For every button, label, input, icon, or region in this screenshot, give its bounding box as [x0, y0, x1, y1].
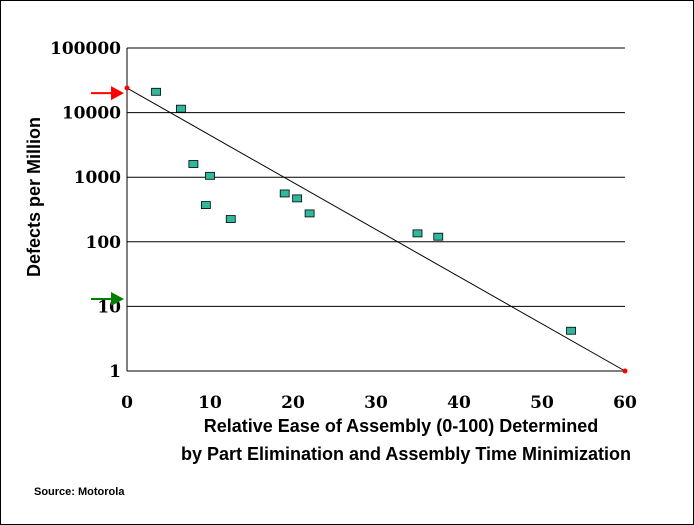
source-note: Source: Motorola: [34, 486, 125, 498]
y-tick-label: 10000: [62, 104, 121, 124]
endpoint-marker: [622, 368, 628, 374]
grid-lines: [127, 47, 625, 372]
arrow: [91, 292, 124, 307]
data-point: [304, 209, 315, 218]
data-point: [433, 232, 444, 241]
data-point: [412, 229, 423, 238]
data-point: [176, 104, 186, 113]
y-tick-label: 1000: [74, 168, 121, 188]
arrows: [91, 86, 124, 307]
x-tick-label: 10: [198, 393, 222, 413]
data-point: [279, 189, 290, 198]
x-axis-label-line1: Relative Ease of Assembly (0-100) Determ…: [204, 416, 599, 436]
data-points: [151, 87, 576, 335]
data-point: [205, 171, 215, 180]
arrow: [91, 86, 124, 101]
data-point: [566, 326, 576, 335]
x-tick-label: 0: [121, 393, 133, 413]
x-tick-label: 60: [613, 393, 637, 413]
y-tick-label: 1: [109, 362, 121, 382]
data-point: [200, 201, 211, 209]
y-tick-label: 100000: [50, 39, 121, 59]
x-tick-label: 20: [281, 393, 305, 413]
x-tick-label: 30: [364, 393, 388, 413]
x-tick-labels: 0 10 20 30 40 50 60: [121, 393, 637, 413]
endpoint-marker: [124, 85, 130, 91]
trend-line: [126, 87, 626, 372]
x-tick-label: 40: [447, 393, 471, 413]
x-tick-label: 50: [530, 393, 554, 413]
data-point: [151, 87, 161, 96]
data-point: [292, 194, 303, 203]
endpoint-markers: [124, 85, 628, 374]
y-tick-label: 100: [86, 233, 122, 253]
y-axis-label: Defects per Million: [24, 117, 44, 277]
x-axis-label-line2: by Part Elimination and Assembly Time Mi…: [181, 444, 631, 464]
data-point: [188, 160, 199, 168]
data-point: [225, 215, 236, 223]
